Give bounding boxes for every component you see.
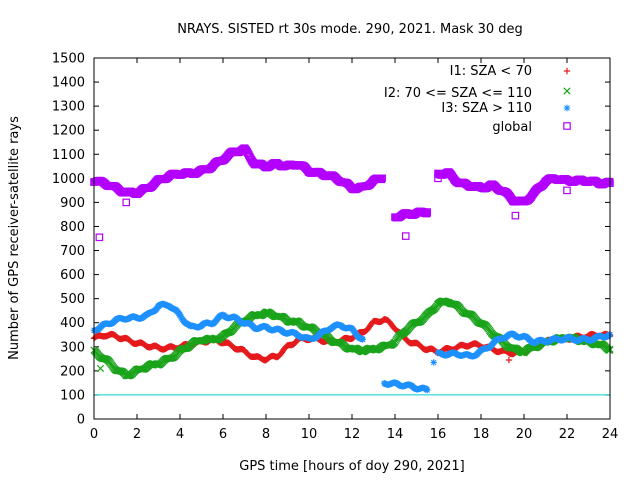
y-tick-label-200: 200 bbox=[60, 364, 85, 379]
series-global bbox=[90, 144, 614, 222]
x-tick-label-24: 24 bbox=[602, 427, 619, 442]
outlier-2 bbox=[122, 198, 131, 207]
outlier-5 bbox=[563, 186, 571, 195]
legend-label-i2: I2: 70 <= SZA <= 110 bbox=[384, 86, 532, 101]
x-tick-label-4: 4 bbox=[176, 427, 184, 442]
x-tick-label-2: 2 bbox=[133, 427, 141, 442]
y-axis-label: Number of GPS receiver-satellite rays bbox=[7, 116, 22, 360]
legend-label-i1: I1: SZA < 70 bbox=[450, 64, 532, 79]
x-tick-label-20: 20 bbox=[516, 427, 533, 442]
x-tick-label-8: 8 bbox=[262, 427, 270, 442]
y-tick-label-100: 100 bbox=[60, 388, 85, 403]
legend-marker-i2 bbox=[563, 87, 571, 95]
point-i3-325 bbox=[359, 336, 366, 343]
y-tick-label-1000: 1000 bbox=[52, 172, 85, 187]
series-i2 bbox=[90, 297, 614, 380]
y-tick-labels: 0 100 200 300 400 500 600 700 800 900 1000 1100 1200… bbox=[52, 52, 85, 428]
y-tick-label-500: 500 bbox=[60, 292, 85, 307]
y-tick-label-900: 900 bbox=[60, 196, 85, 211]
x-tick-label-14: 14 bbox=[387, 427, 404, 442]
legend-label-i3: I3: SZA > 110 bbox=[441, 101, 532, 116]
legend-marker-i1 bbox=[563, 67, 571, 75]
y-tick-label-1500: 1500 bbox=[52, 52, 85, 67]
outlier-4 bbox=[434, 174, 442, 183]
legend-markers bbox=[563, 67, 571, 130]
outlier-7 bbox=[96, 364, 105, 373]
y-tick-label-0: 0 bbox=[77, 413, 85, 428]
y-tick-label-1200: 1200 bbox=[52, 124, 85, 139]
legend-marker-global bbox=[563, 122, 571, 130]
x-tick-label-22: 22 bbox=[559, 427, 576, 442]
y-tick-label-800: 800 bbox=[60, 220, 85, 235]
point-global-348 bbox=[378, 174, 386, 183]
x-tick-label-16: 16 bbox=[430, 427, 447, 442]
x-tick-label-0: 0 bbox=[90, 427, 98, 442]
chart-title: NRAYS. SISTED rt 30s mode. 290, 2021. Ma… bbox=[177, 22, 523, 37]
x-tick-label-18: 18 bbox=[473, 427, 490, 442]
outlier-8 bbox=[430, 359, 437, 366]
outliers bbox=[95, 174, 571, 373]
y-tick-label-1400: 1400 bbox=[52, 76, 85, 91]
y-tick-label-300: 300 bbox=[60, 340, 85, 355]
legend: I1: SZA < 70 I2: 70 <= SZA <= 110 I3: SZ… bbox=[384, 64, 571, 135]
y-tick-label-600: 600 bbox=[60, 268, 85, 283]
data-points bbox=[90, 144, 614, 394]
point-global-347 bbox=[377, 175, 386, 184]
outlier-6 bbox=[505, 356, 513, 364]
point-global-388 bbox=[423, 208, 432, 216]
x-tick-label-10: 10 bbox=[301, 427, 318, 442]
tick-marks bbox=[93, 57, 611, 420]
y-tick-label-400: 400 bbox=[60, 316, 85, 331]
outlier-3 bbox=[511, 211, 520, 220]
legend-label-global: global bbox=[492, 120, 532, 135]
outlier-1 bbox=[401, 232, 410, 240]
y-tick-label-1100: 1100 bbox=[52, 148, 85, 163]
series-i3 bbox=[90, 300, 614, 394]
x-tick-label-6: 6 bbox=[219, 427, 227, 442]
point-i3-378 bbox=[424, 386, 431, 394]
x-tick-labels: 0 2 4 6 8 10 12 14 16 18 20 22 24 bbox=[90, 427, 618, 442]
plot-frame bbox=[93, 57, 611, 420]
x-axis-label: GPS time [hours of doy 290, 2021] bbox=[239, 459, 464, 474]
outlier-0 bbox=[95, 233, 104, 242]
legend-marker-i3 bbox=[563, 104, 571, 112]
y-tick-label-700: 700 bbox=[60, 244, 85, 259]
x-tick-label-12: 12 bbox=[344, 427, 361, 442]
y-tick-label-1300: 1300 bbox=[52, 100, 85, 115]
